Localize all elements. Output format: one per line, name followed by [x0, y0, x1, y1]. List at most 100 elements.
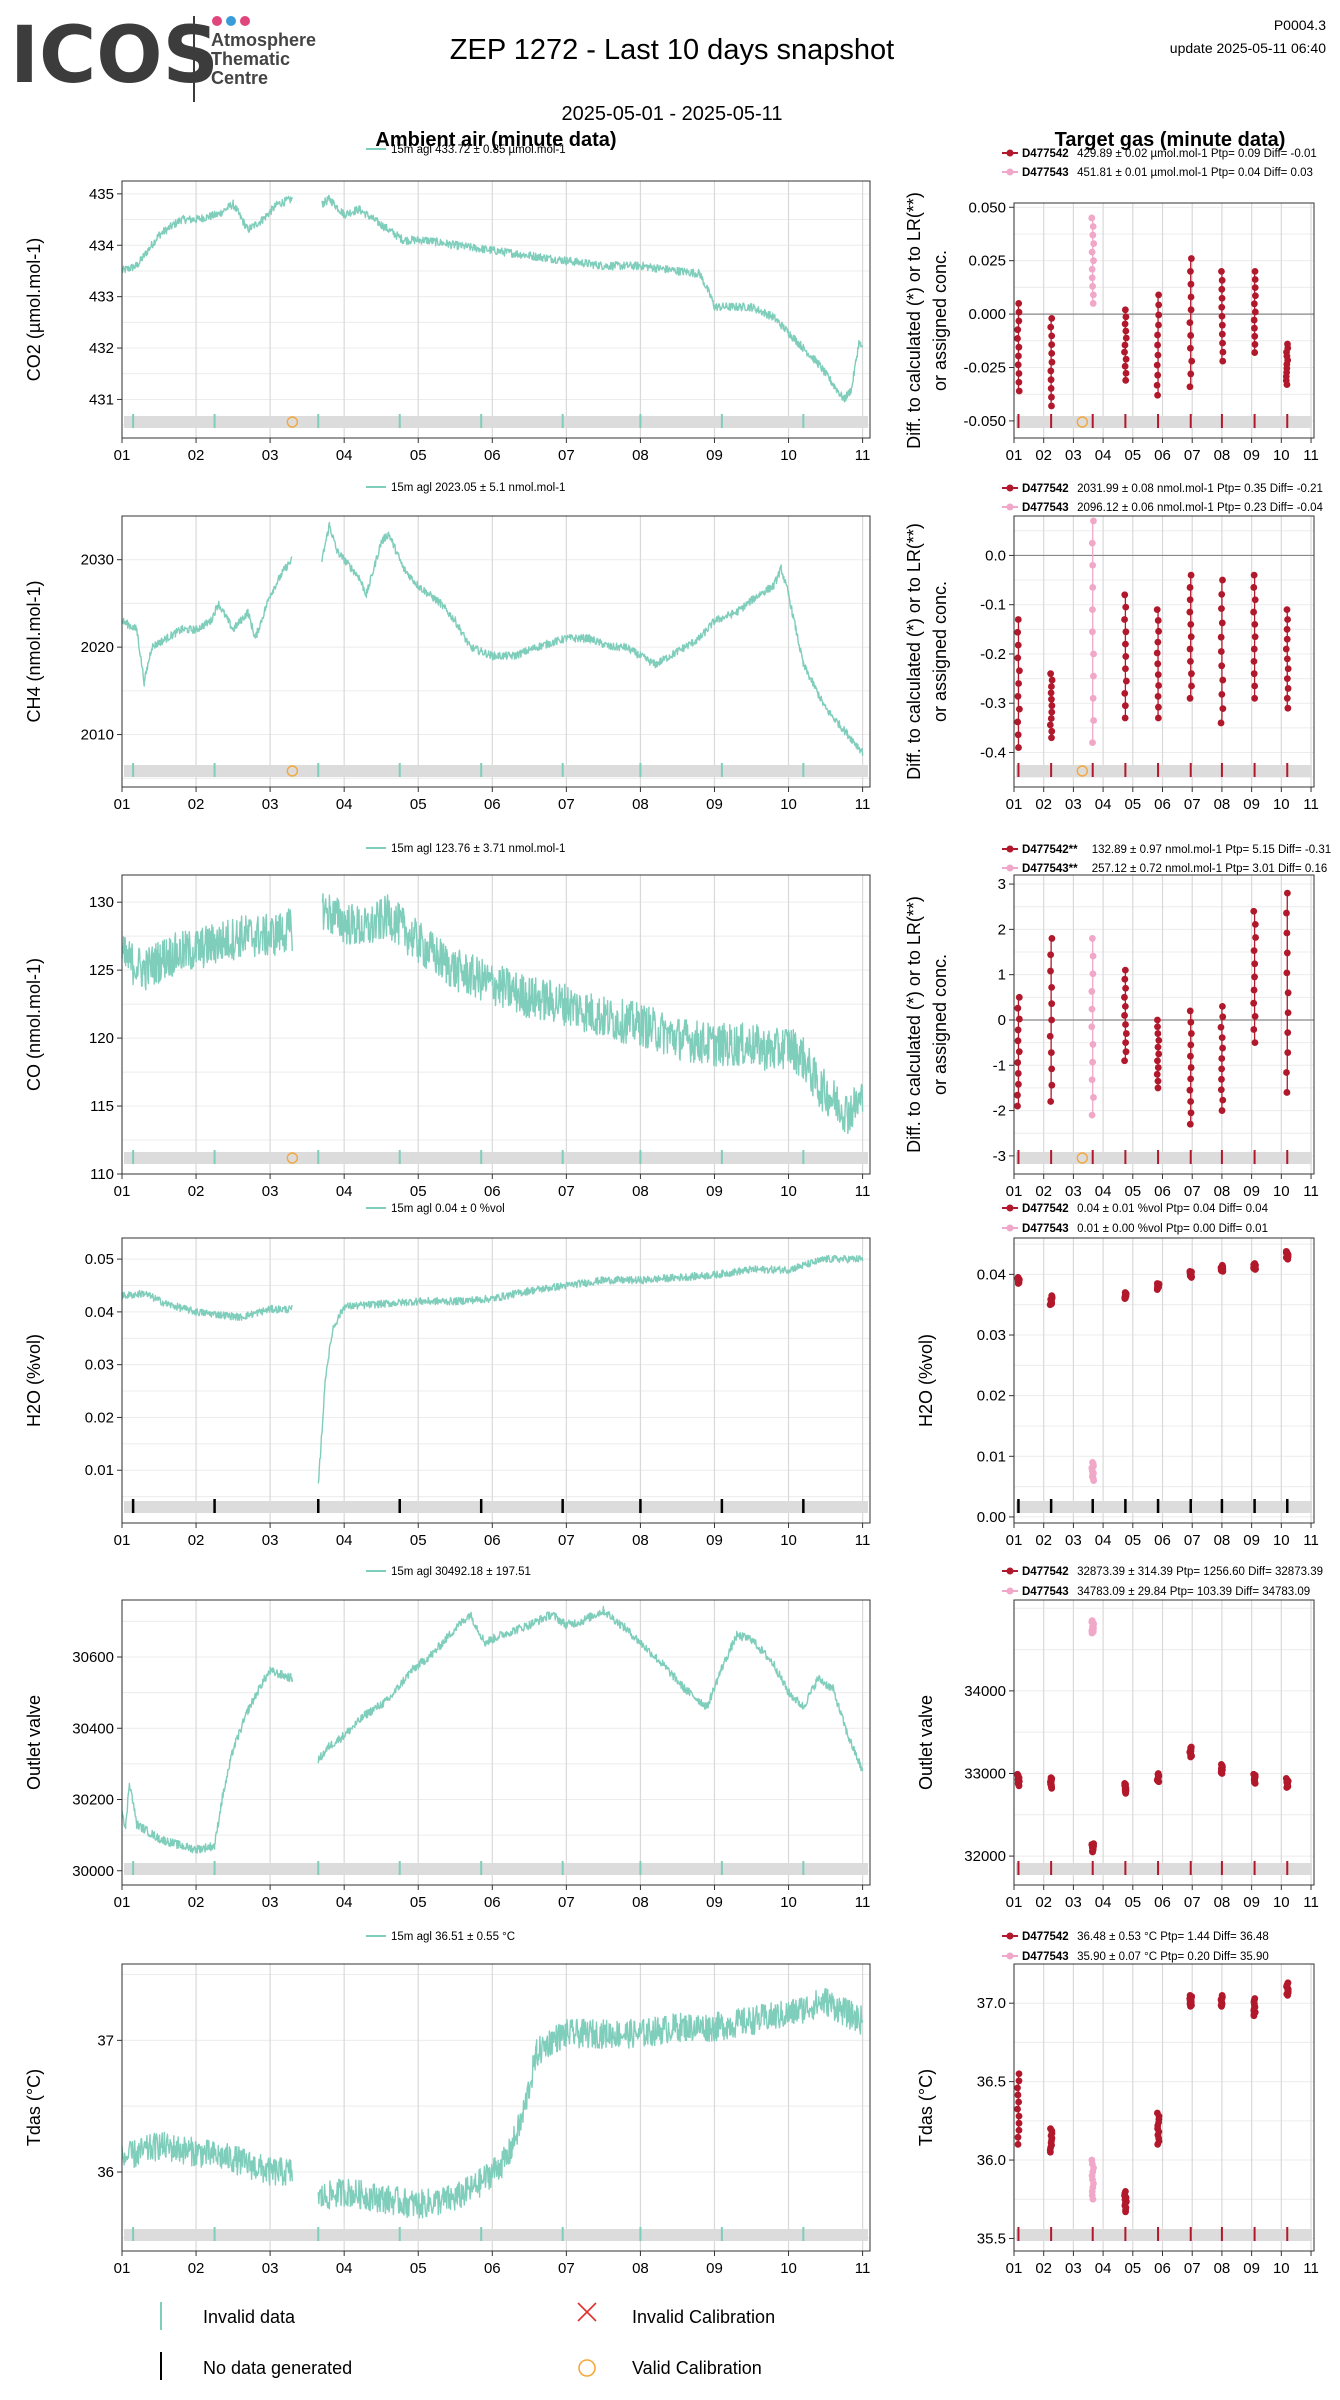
x-tick-label: 04 [1095, 2260, 1112, 2277]
target-point [1251, 267, 1259, 275]
target-point [1187, 1052, 1194, 1060]
target-point [1187, 280, 1195, 288]
chart-panel-h2o-ambient: 0.01 0.02 0.03 0.04 0.05 01 02 03 04 05 06 07 08 09 10… [24, 1203, 871, 1549]
plot-border [1013, 1237, 1315, 1524]
target-point [1187, 1064, 1195, 1071]
target-point [1089, 739, 1096, 747]
target-point [1047, 689, 1055, 697]
target-point [1047, 323, 1055, 331]
date-range: 2025-05-01 - 2025-05-11 [562, 103, 783, 125]
target-point [1284, 685, 1292, 692]
target-point [1251, 682, 1259, 690]
target-point [1122, 677, 1130, 685]
target-point [1122, 2188, 1129, 2195]
x-tick-label: 02 [188, 1894, 205, 1911]
target-point [1250, 608, 1258, 616]
y-tick-label: 120 [89, 1030, 114, 1047]
target-point [1121, 975, 1129, 983]
target-point [1014, 1059, 1022, 1066]
target-point [1121, 1012, 1128, 1019]
target-point [1090, 650, 1097, 658]
y-tick-label: 433 [89, 289, 114, 306]
target-point [1121, 966, 1129, 974]
y-axis-label: or assigned conc. [930, 954, 950, 1095]
target-point [1090, 257, 1097, 265]
x-tick-label: 11 [855, 2260, 871, 2277]
y-tick-label: -0.2 [980, 646, 1006, 663]
x-tick-label: 01 [114, 447, 131, 464]
target-point [1154, 391, 1161, 399]
target-point [1122, 1021, 1129, 1028]
invalid-calibration-cross-icon [577, 2302, 597, 2322]
legend-swatch-dot [1006, 1567, 1014, 1575]
target-point [1219, 576, 1226, 584]
target-point [1284, 704, 1292, 712]
y-tick-label: 0.03 [977, 1327, 1006, 1344]
series-line [121, 1254, 864, 1484]
valid-calibration-marker [1076, 416, 1089, 428]
target-point [1090, 1840, 1098, 1848]
target-point [1089, 300, 1097, 307]
x-tick-label: 04 [336, 447, 353, 464]
target-point [1047, 715, 1055, 722]
target-point [1089, 606, 1096, 614]
target-point [1015, 300, 1023, 307]
target-point [1014, 1037, 1022, 1045]
target-point [1188, 670, 1195, 678]
series-line [121, 194, 864, 403]
chart-panel-co-ambient: 110 115 120 125 130 01 02 03 04 05 06 07 08 09 10 11 CO … [24, 843, 871, 1200]
target-point [1251, 349, 1259, 356]
target-point [1283, 625, 1291, 633]
x-tick-label: 01 [114, 2260, 131, 2277]
target-point [1283, 1089, 1291, 1096]
x-tick-label: 05 [410, 1532, 427, 1549]
target-point [1284, 1979, 1292, 1987]
target-point [1088, 539, 1096, 547]
target-point [1088, 2156, 1096, 2164]
x-tick-label: 01 [1006, 1532, 1023, 1549]
target-point [1048, 350, 1056, 357]
target-point [1121, 320, 1129, 328]
target-point [1122, 369, 1130, 377]
target-gas-id: D477542 [1022, 1566, 1069, 1578]
target-point [1089, 561, 1097, 569]
target-point [1218, 330, 1226, 338]
x-tick-label: 07 [558, 1532, 575, 1549]
target-point [1048, 734, 1055, 742]
chart-panel-tdas-target: 35.5 36.0 36.5 37.0 01 02 03 04 05 06 07 08 09 10 11 Td… [916, 1931, 1319, 2277]
target-point [1048, 708, 1056, 716]
series-legend-label: 15m agl 433.72 ± 0.85 µmol.mol-1 [391, 144, 566, 156]
target-point [1217, 1760, 1225, 1768]
x-tick-label: 11 [855, 1894, 871, 1911]
target-point [1088, 988, 1096, 995]
valid-calibration-marker [286, 416, 299, 428]
target-point [1121, 702, 1129, 710]
target-point [1015, 744, 1022, 751]
target-point [1251, 324, 1258, 332]
target-point [1187, 306, 1195, 314]
target-point [1218, 662, 1226, 670]
target-point [1251, 284, 1259, 291]
x-tick-label: 03 [1065, 1894, 1082, 1911]
target-point [1014, 1091, 1021, 1099]
target-point [1283, 675, 1291, 682]
y-tick-label: 0 [998, 1012, 1006, 1029]
target-point [1218, 267, 1225, 275]
series-line [121, 1988, 864, 2219]
x-tick-label: 05 [1124, 2260, 1141, 2277]
target-point [1219, 705, 1227, 713]
target-point [1186, 1991, 1194, 1999]
target-point [1155, 291, 1163, 299]
target-point [1048, 702, 1056, 710]
logo-main-text: ICOS [10, 11, 219, 101]
x-tick-label: 08 [1214, 1183, 1231, 1200]
target-point [1048, 393, 1055, 401]
y-tick-label: 30600 [72, 1649, 114, 1666]
target-point [1217, 633, 1225, 641]
target-point [1250, 657, 1258, 665]
target-point [1250, 947, 1258, 955]
flag-band [1016, 2229, 1312, 2241]
x-tick-label: 03 [1065, 447, 1082, 464]
target-point [1250, 645, 1258, 653]
